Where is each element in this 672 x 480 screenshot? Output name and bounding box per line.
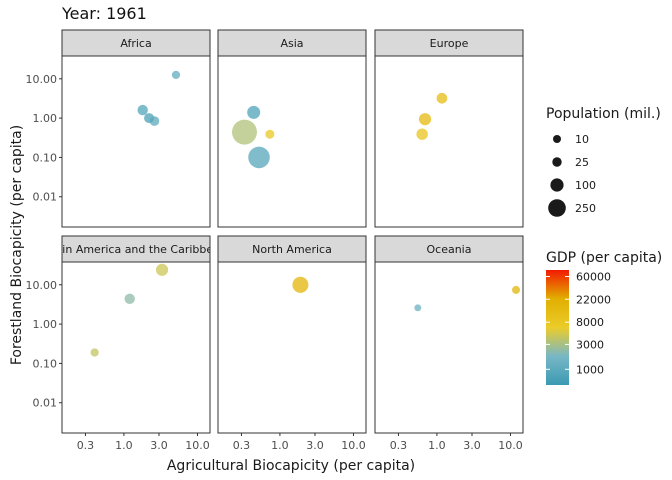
x-tick-label: 10.0 [185,439,210,452]
facet-panel [61,261,211,434]
data-point [512,285,521,294]
data-point [436,92,448,104]
x-tick-label: 10.0 [498,439,523,452]
size-legend-key [552,134,562,144]
y-tick-label: 1.00 [33,112,58,125]
chart-title: Year: 1961 [62,4,147,23]
size-legend-key [548,199,566,217]
x-tick-label: 1.0 [271,439,289,452]
color-legend-label: 3000 [576,338,604,351]
facet-strip [374,235,524,263]
facet-panel [374,261,524,434]
size-legend-label: 10 [575,133,589,146]
data-point [247,105,261,119]
y-tick-label: 10.00 [26,279,58,292]
data-point [90,348,99,357]
y-tick-label: 0.10 [33,151,58,164]
color-bar [546,270,569,385]
size-legend-key [550,178,564,192]
data-point [149,116,160,126]
y-tick-label: 0.01 [33,191,58,204]
facet-label: North America [252,243,332,256]
x-tick-label: 10.0 [341,439,366,452]
x-tick-label: 3.0 [150,439,168,452]
x-tick-label: 3.0 [463,439,481,452]
data-point [418,113,432,126]
facet-label: Africa [120,37,151,50]
x-tick-label: 1.0 [115,439,133,452]
size-legend-label: 250 [575,202,596,215]
x-tick-label: 0.3 [233,439,251,452]
x-tick-label: 3.0 [306,439,324,452]
color-legend-label: 8000 [576,316,604,329]
data-point [292,276,309,293]
x-tick-label: 0.3 [77,439,95,452]
data-point [137,104,148,116]
facet-label: Europe [430,37,469,50]
color-legend-label: 1000 [576,363,604,376]
facet-strip [61,29,211,57]
color-legend-label: 60000 [576,271,611,284]
facet-label: Oceania [427,243,472,256]
size-legend-key [552,157,562,167]
y-tick-label: 0.01 [33,397,58,410]
facet-strip [217,29,367,57]
y-tick-label: 0.10 [33,357,58,370]
data-point [155,263,169,276]
x-tick-label: 1.0 [428,439,446,452]
facet-label: Latin America and the Caribbean [45,243,227,256]
data-point [171,70,181,79]
x-axis-label: Agricultural Biocapicity (per capita) [167,458,415,474]
data-point [414,304,422,312]
y-tick-label: 10.00 [26,73,58,86]
size-legend-title: Population (mil.) [546,106,661,122]
size-legend-label: 100 [575,179,596,192]
data-point [416,128,428,140]
facet-panel [374,55,524,228]
color-legend-label: 22000 [576,293,611,306]
facet-panel [217,261,367,434]
x-tick-label: 0.3 [390,439,408,452]
data-point [248,146,270,169]
size-legend-label: 25 [575,156,589,169]
data-point [265,129,275,139]
y-tick-label: 1.00 [33,318,58,331]
data-point [232,119,257,145]
facet-strip [217,235,367,263]
facet-panel [61,55,211,228]
data-point [124,293,135,304]
facet-label: Asia [280,37,303,50]
y-axis-label: Forestland Biocapicity (per capita) [9,125,25,365]
color-legend-title: GDP (per capita) [546,250,662,266]
